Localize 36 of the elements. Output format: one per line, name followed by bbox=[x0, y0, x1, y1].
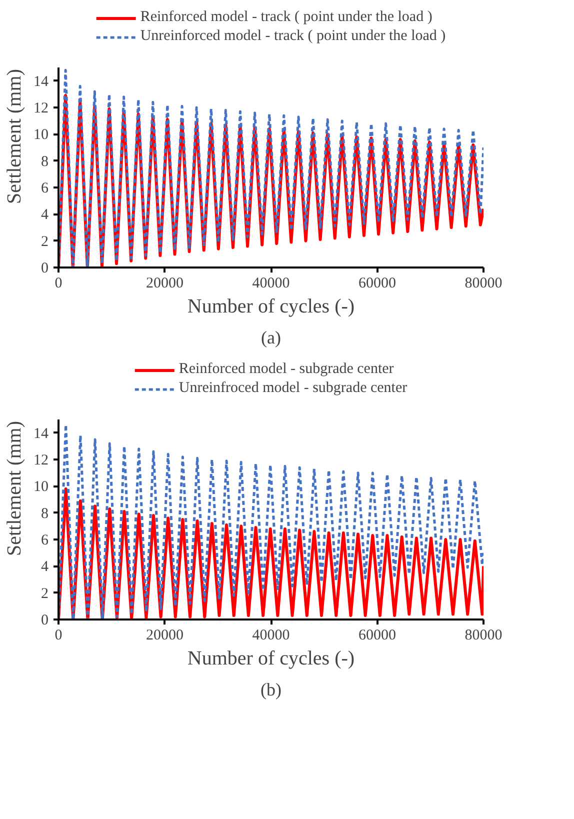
y-tick-label: 0 bbox=[41, 260, 48, 276]
text: (b) bbox=[260, 680, 282, 700]
y-tick-label: 6 bbox=[41, 532, 49, 548]
legend-label: Reinforced model - track ( point under the load ) bbox=[140, 9, 432, 26]
text: (a) bbox=[261, 328, 281, 348]
y-tick-label: 4 bbox=[41, 559, 49, 576]
y-tick-label: 4 bbox=[41, 207, 49, 224]
y-tick-label: 8 bbox=[41, 154, 48, 170]
y-tick-label: 14 bbox=[34, 74, 49, 90]
x-tick-label: 80000 bbox=[464, 628, 502, 644]
y-tick-label: 0 bbox=[41, 612, 48, 628]
x-axis-title: Number of cycles (-) bbox=[187, 648, 355, 670]
y-tick-label: 12 bbox=[34, 100, 48, 116]
x-tick-label: 0 bbox=[54, 628, 62, 644]
y-tick-label: 8 bbox=[41, 506, 48, 522]
legend-label: Unreinfroced model - subgrade center bbox=[178, 380, 408, 397]
legend-label: Reinforced model - subgrade center bbox=[178, 361, 394, 378]
y-tick-label: 12 bbox=[34, 452, 48, 468]
y-tick-label: 10 bbox=[34, 479, 48, 496]
x-tick-label: 40000 bbox=[252, 628, 290, 644]
x-tick-label: 60000 bbox=[358, 276, 396, 292]
x-tick-label: 20000 bbox=[146, 628, 184, 644]
legend-label: Unreinforced model - track ( point under the load ) bbox=[140, 28, 446, 45]
y-tick-label: 2 bbox=[41, 586, 48, 602]
y-tick-label: 14 bbox=[34, 426, 49, 442]
x-tick-label: 40000 bbox=[252, 276, 290, 292]
x-tick-label: 20000 bbox=[146, 276, 184, 292]
y-tick-label: 2 bbox=[41, 234, 48, 250]
y-axis-title: Settlement (mm) bbox=[4, 69, 26, 204]
x-axis-title: Number of cycles (-) bbox=[187, 296, 355, 318]
y-tick-label: 6 bbox=[41, 180, 49, 196]
x-tick-label: 0 bbox=[54, 276, 62, 292]
x-tick-label: 60000 bbox=[358, 628, 396, 644]
y-tick-label: 10 bbox=[34, 127, 48, 144]
x-tick-label: 80000 bbox=[464, 276, 502, 292]
y-axis-title: Settlement (mm) bbox=[4, 421, 26, 556]
